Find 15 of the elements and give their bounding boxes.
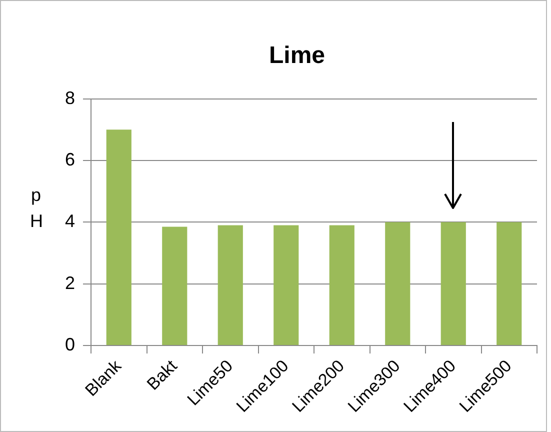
bar [218,225,243,345]
y-axis-title: pH [30,184,43,233]
y-tick-label: 4 [64,211,76,232]
bar [329,225,354,345]
y-tick-label: 8 [64,88,76,108]
bar [496,222,522,345]
y-tick-label: 6 [64,149,76,170]
bar [106,130,132,345]
bar [440,222,466,345]
bar [162,226,188,345]
y-tick-label: 0 [64,334,76,354]
bar [385,222,410,345]
bar [274,225,299,345]
chart-title: Lime [268,42,326,70]
y-tick-label: 2 [64,272,76,293]
